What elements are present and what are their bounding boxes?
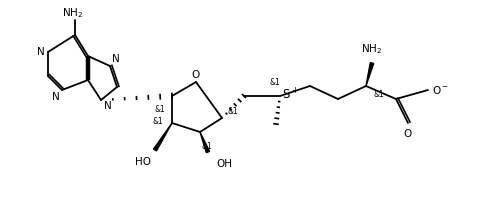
Text: N: N <box>112 54 120 64</box>
Text: O: O <box>192 70 200 80</box>
Text: &1: &1 <box>228 107 239 116</box>
Text: N: N <box>104 101 112 111</box>
Text: &1: &1 <box>270 78 280 87</box>
Polygon shape <box>366 63 374 86</box>
Polygon shape <box>154 123 172 151</box>
Text: &1: &1 <box>201 142 212 151</box>
Text: &1: &1 <box>374 90 385 99</box>
Text: HO: HO <box>135 157 151 167</box>
Text: N: N <box>37 47 45 57</box>
Text: &1: &1 <box>154 105 165 114</box>
Text: O: O <box>404 129 412 139</box>
Text: NH$_2$: NH$_2$ <box>62 6 84 20</box>
Text: N: N <box>52 92 60 102</box>
Text: OH: OH <box>216 159 232 169</box>
Text: O$^-$: O$^-$ <box>432 84 449 96</box>
Text: S$^+$: S$^+$ <box>282 87 299 103</box>
Text: &1: &1 <box>152 116 163 125</box>
Polygon shape <box>200 132 209 153</box>
Text: NH$_2$: NH$_2$ <box>362 42 382 56</box>
